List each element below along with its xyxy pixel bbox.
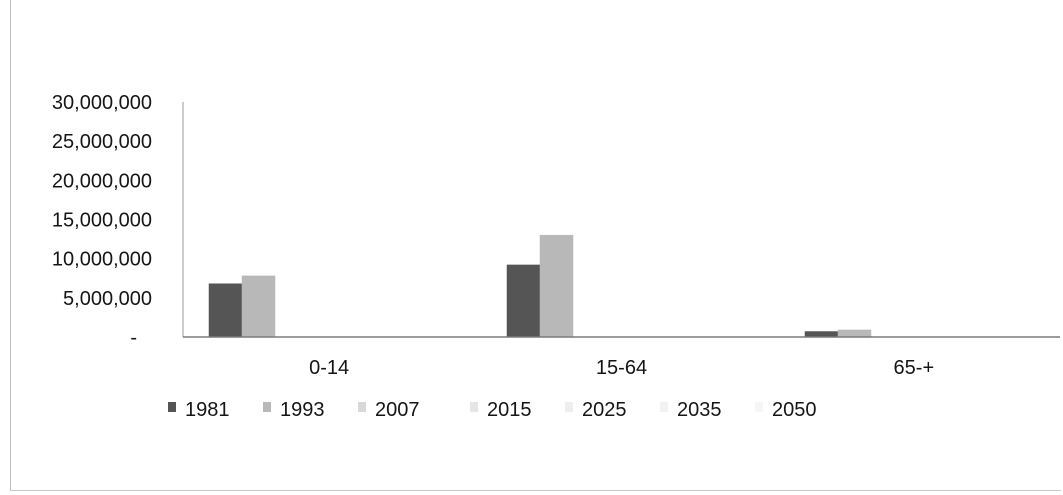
legend-swatch-1993 <box>263 402 271 412</box>
legend-label-2035: 2035 <box>677 399 722 421</box>
legend-label-1981: 1981 <box>185 399 230 421</box>
bar-1981-15-64 <box>506 264 541 338</box>
bar-1993-15-64 <box>539 234 574 338</box>
x-category-label: 15-64 <box>596 357 647 379</box>
legend-label-2025: 2025 <box>582 399 627 421</box>
bar-1993-0-14 <box>241 275 276 338</box>
y-tick-label: - <box>130 327 137 349</box>
legend-label-2015: 2015 <box>487 399 532 421</box>
y-tick-label: 15,000,000 <box>52 210 152 232</box>
bar-1981-0-14 <box>208 283 243 338</box>
legend-swatch-2050 <box>755 402 763 412</box>
legend-swatch-2007 <box>358 402 366 412</box>
legend: 1981 1993 2007 2015 2025 2035 2050 <box>168 399 817 421</box>
bars <box>208 234 872 338</box>
x-category-label: 0-14 <box>309 357 349 379</box>
x-axis: 0-14 15-64 65-+ <box>183 336 1060 379</box>
y-tick-label: 5,000,000 <box>63 288 152 310</box>
y-tick-label: 10,000,000 <box>52 249 152 271</box>
legend-label-2050: 2050 <box>772 399 817 421</box>
y-tick-label: 30,000,000 <box>52 92 152 114</box>
y-axis: - 5,000,000 10,000,000 15,000,000 20,000,000… <box>52 92 184 349</box>
y-tick-label: 25,000,000 <box>52 131 152 153</box>
legend-label-1993: 1993 <box>280 399 325 421</box>
chart-frame <box>10 0 1061 491</box>
legend-swatch-2035 <box>660 402 668 412</box>
legend-swatch-2015 <box>470 402 478 412</box>
y-tick-label: 20,000,000 <box>52 170 152 192</box>
x-category-label: 65-+ <box>894 357 935 379</box>
bar-1981-65-+ <box>804 331 839 338</box>
legend-swatch-2025 <box>565 402 573 412</box>
legend-label-2007: 2007 <box>375 399 420 421</box>
bar-1993-65-+ <box>837 329 872 338</box>
legend-swatch-1981 <box>168 402 176 412</box>
